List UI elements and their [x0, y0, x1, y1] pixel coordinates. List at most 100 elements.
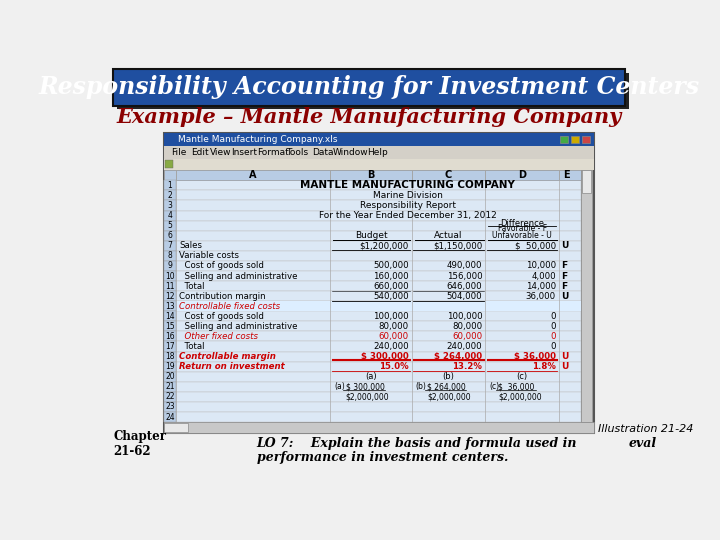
Text: U: U	[561, 292, 569, 301]
Text: 17: 17	[165, 342, 175, 351]
Text: Selling and administrative: Selling and administrative	[179, 322, 297, 331]
Bar	[163, 132, 594, 146]
Text: (a): (a)	[334, 382, 345, 392]
Text: Responsibility Accounting for Investment Centers: Responsibility Accounting for Investment…	[38, 75, 700, 99]
Text: 22: 22	[165, 393, 174, 401]
Bar	[582, 136, 590, 143]
Text: Insert: Insert	[231, 148, 257, 157]
Text: Edit: Edit	[191, 148, 208, 157]
Bar	[163, 180, 176, 191]
Text: U: U	[561, 362, 569, 371]
Text: 0: 0	[550, 342, 556, 351]
Bar	[163, 221, 581, 231]
Text: View: View	[210, 148, 232, 157]
Text: Cost of goods sold: Cost of goods sold	[179, 261, 264, 271]
Text: 240,000: 240,000	[446, 342, 482, 351]
Text: 504,000: 504,000	[446, 292, 482, 301]
Bar	[117, 72, 629, 110]
Text: 12: 12	[165, 292, 174, 301]
Bar	[163, 211, 581, 221]
Text: LO 7:    Explain the basis and formula used in: LO 7: Explain the basis and formula used…	[256, 437, 577, 450]
Text: F: F	[561, 261, 567, 271]
Text: 15: 15	[165, 322, 175, 331]
Text: 10: 10	[165, 272, 175, 280]
Text: For the Year Ended December 31, 2012: For the Year Ended December 31, 2012	[319, 211, 497, 220]
Bar	[163, 332, 581, 341]
Text: 2: 2	[168, 191, 172, 200]
Bar	[163, 311, 176, 321]
Text: Format: Format	[256, 148, 289, 157]
Text: 60,000: 60,000	[452, 332, 482, 341]
Bar	[163, 231, 581, 241]
Text: Window: Window	[333, 148, 368, 157]
Bar	[163, 332, 176, 341]
Bar	[163, 170, 176, 180]
Bar	[163, 191, 581, 200]
Text: 18: 18	[165, 352, 174, 361]
Text: A: A	[249, 170, 257, 180]
Text: 0: 0	[550, 332, 556, 341]
Text: Variable costs: Variable costs	[179, 251, 239, 260]
Text: Help: Help	[367, 148, 388, 157]
Text: $  36,000: $ 36,000	[498, 382, 535, 392]
Bar	[163, 341, 176, 352]
Text: eval: eval	[629, 437, 657, 450]
Text: File: File	[171, 148, 186, 157]
Text: 490,000: 490,000	[446, 261, 482, 271]
Bar	[163, 402, 176, 412]
Bar	[163, 261, 581, 271]
Text: Sales: Sales	[179, 241, 202, 250]
Text: U: U	[561, 241, 569, 250]
Text: $ 300,000: $ 300,000	[361, 352, 408, 361]
Text: 160,000: 160,000	[373, 272, 408, 280]
Text: (c): (c)	[489, 382, 499, 392]
Bar	[163, 159, 594, 170]
Bar	[163, 261, 176, 271]
Bar	[163, 412, 176, 422]
Bar	[163, 362, 176, 372]
Bar	[485, 170, 559, 180]
Text: 500,000: 500,000	[373, 261, 408, 271]
Text: $1,150,000: $1,150,000	[433, 241, 482, 250]
Text: 1.8%: 1.8%	[532, 362, 556, 371]
Text: (b): (b)	[415, 382, 426, 392]
Bar	[163, 281, 581, 291]
Bar	[163, 291, 581, 301]
Text: 80,000: 80,000	[452, 322, 482, 331]
Text: MANTLE MANUFACTURING COMPANY: MANTLE MANUFACTURING COMPANY	[300, 180, 516, 190]
Bar	[330, 170, 412, 180]
Bar	[163, 281, 176, 291]
Bar	[163, 362, 581, 372]
Text: Budget: Budget	[355, 231, 387, 240]
Bar	[165, 160, 173, 168]
Text: B: B	[367, 170, 374, 180]
Bar	[163, 382, 176, 392]
Text: Contribution margin: Contribution margin	[179, 292, 266, 301]
Text: D: D	[518, 170, 526, 180]
Text: (b): (b)	[443, 372, 454, 381]
Text: 540,000: 540,000	[373, 292, 408, 301]
Bar	[163, 251, 176, 261]
Text: Responsibility Report: Responsibility Report	[360, 201, 456, 210]
Text: Mantle Manufacturing Company.xls: Mantle Manufacturing Company.xls	[178, 135, 337, 144]
Bar	[581, 170, 593, 422]
Bar	[176, 301, 581, 311]
Bar	[163, 301, 581, 311]
Bar	[163, 241, 581, 251]
Bar	[163, 211, 176, 221]
Text: 13: 13	[165, 302, 175, 310]
Text: 9: 9	[167, 261, 172, 271]
Text: Data: Data	[312, 148, 333, 157]
Text: 6: 6	[167, 231, 172, 240]
Bar	[163, 372, 176, 382]
Text: 13.2%: 13.2%	[452, 362, 482, 371]
Text: Controllable fixed costs: Controllable fixed costs	[179, 302, 280, 310]
Bar	[571, 136, 579, 143]
Bar	[582, 170, 591, 193]
Text: (c): (c)	[516, 372, 528, 381]
Text: 660,000: 660,000	[373, 281, 408, 291]
Text: Controllable margin: Controllable margin	[179, 352, 276, 361]
Bar	[163, 221, 176, 231]
Text: Tools: Tools	[286, 148, 308, 157]
Text: Return on investment: Return on investment	[179, 362, 285, 371]
